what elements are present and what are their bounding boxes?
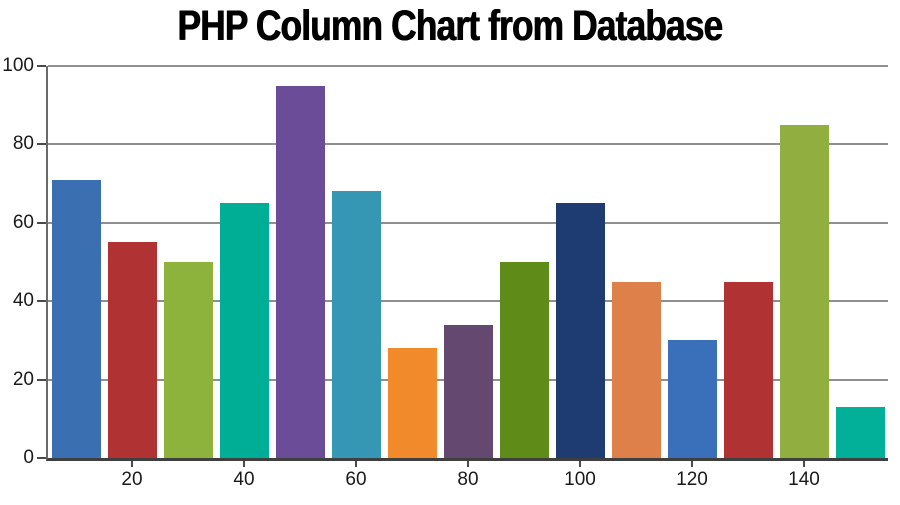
x-axis-tick-label: 120 [676, 469, 708, 490]
bar-slot [552, 66, 608, 458]
y-axis-tick [37, 221, 46, 224]
y-axis-tick-label: 60 [12, 211, 34, 233]
bar-slot [608, 66, 664, 458]
bar-slot [720, 66, 776, 458]
gridline [48, 65, 888, 67]
x-axis-tick [355, 461, 357, 467]
bar-slot [272, 66, 328, 458]
y-axis-tick [37, 378, 46, 381]
x-axis-tick-label: 80 [457, 469, 479, 490]
x-axis-tick-label: 140 [788, 469, 820, 490]
x-axis-tick-label: 60 [345, 469, 367, 490]
y-axis-tick-label: 80 [12, 133, 34, 155]
bar [443, 324, 493, 458]
bars-layer [48, 66, 888, 458]
x-axis-tick [131, 461, 133, 467]
bar [835, 407, 885, 458]
bar-slot [776, 66, 832, 458]
y-axis-tick-label: 20 [12, 368, 34, 390]
bar [723, 281, 773, 458]
bar-slot [48, 66, 104, 458]
bar-slot [216, 66, 272, 458]
chart-title: PHP Column Chart from Database [177, 2, 724, 50]
y-axis-tick-label: 0 [23, 447, 34, 468]
bar [331, 191, 381, 458]
y-axis-tick [37, 300, 46, 303]
x-axis-tick [243, 461, 245, 467]
y-axis-tick-label: 40 [12, 290, 34, 312]
bar-slot [104, 66, 160, 458]
bar [387, 348, 437, 458]
bar-slot [832, 66, 888, 458]
bar-slot [384, 66, 440, 458]
x-axis-tick [579, 461, 581, 467]
bar [163, 262, 213, 458]
bar [779, 124, 829, 458]
bar [611, 281, 661, 458]
y-axis-tick [37, 143, 46, 146]
gridline [48, 143, 888, 146]
bar [499, 262, 549, 458]
bar [219, 203, 269, 458]
bar [107, 242, 157, 458]
x-axis-tick [691, 461, 693, 467]
x-axis-tick [467, 461, 469, 467]
x-axis-tick-label: 20 [121, 469, 143, 490]
bar [555, 203, 605, 458]
bar-slot [160, 66, 216, 458]
bar [51, 179, 101, 458]
bar [667, 340, 717, 458]
bar-slot [496, 66, 552, 458]
x-axis-tick-label: 100 [564, 469, 596, 490]
x-axis-tick-label: 40 [233, 469, 255, 490]
bar [275, 85, 325, 458]
bar-slot [440, 66, 496, 458]
bar-slot [664, 66, 720, 458]
gridline [48, 300, 888, 303]
gridline [48, 221, 888, 224]
plot-area: 0 20 40 60 80 100 20 40 60 80 100 120 140 [2, 55, 888, 490]
y-axis-tick [37, 65, 46, 67]
x-axis-tick [803, 461, 805, 467]
bar-slot [328, 66, 384, 458]
y-axis-tick-label: 100 [2, 55, 34, 76]
y-axis-tick [37, 457, 46, 459]
